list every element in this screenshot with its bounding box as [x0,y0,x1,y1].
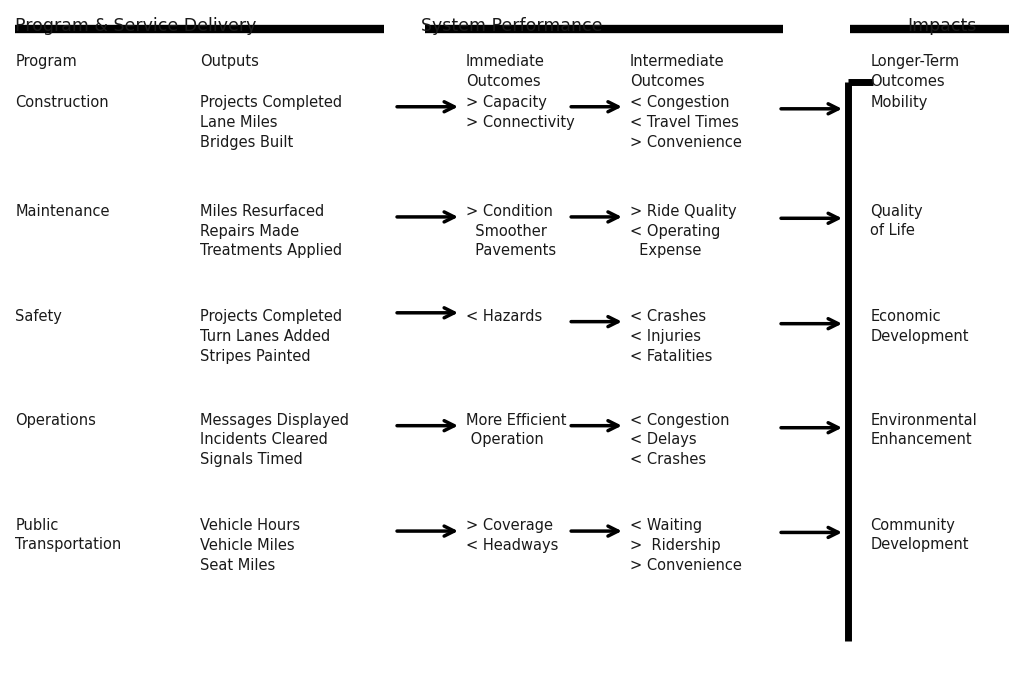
Text: Operations: Operations [15,413,96,428]
Text: Intermediate
Outcomes: Intermediate Outcomes [630,54,724,88]
Text: > Condition: > Condition [466,204,553,219]
Text: Program & Service Delivery: Program & Service Delivery [15,17,257,35]
Text: < Injuries: < Injuries [630,329,700,344]
Text: Expense: Expense [630,243,701,258]
Text: < Fatalities: < Fatalities [630,349,712,364]
Text: Projects Completed: Projects Completed [200,309,342,324]
Text: Turn Lanes Added: Turn Lanes Added [200,329,330,344]
Text: Vehicle Hours: Vehicle Hours [200,518,300,533]
Text: < Waiting: < Waiting [630,518,701,533]
Text: > Connectivity: > Connectivity [466,115,574,130]
Text: Operation: Operation [466,432,544,447]
Text: Safety: Safety [15,309,62,324]
Text: Mobility: Mobility [870,95,928,110]
Text: Vehicle Miles: Vehicle Miles [200,538,294,553]
Text: Public
Transportation: Public Transportation [15,518,122,551]
Text: < Delays: < Delays [630,432,696,447]
Text: Construction: Construction [15,95,109,110]
Text: Signals Timed: Signals Timed [200,452,302,467]
Text: Projects Completed: Projects Completed [200,95,342,110]
Text: Stripes Painted: Stripes Painted [200,349,310,364]
Text: Economic
Development: Economic Development [870,309,969,343]
Text: Immediate
Outcomes: Immediate Outcomes [466,54,545,88]
Text: > Ride Quality: > Ride Quality [630,204,736,219]
Text: Bridges Built: Bridges Built [200,135,293,150]
Text: > Convenience: > Convenience [630,135,741,150]
Text: Outputs: Outputs [200,54,258,69]
Text: Maintenance: Maintenance [15,204,110,219]
Text: Longer-Term
Outcomes: Longer-Term Outcomes [870,54,959,88]
Text: < Headways: < Headways [466,538,558,553]
Text: Smoother: Smoother [466,224,547,239]
Text: Seat Miles: Seat Miles [200,558,274,573]
Text: Repairs Made: Repairs Made [200,224,299,239]
Text: < Congestion: < Congestion [630,95,729,110]
Text: < Hazards: < Hazards [466,309,542,324]
Text: Incidents Cleared: Incidents Cleared [200,432,328,447]
Text: < Operating: < Operating [630,224,720,239]
Text: More Efficient: More Efficient [466,413,566,428]
Text: > Coverage: > Coverage [466,518,553,533]
Text: Messages Displayed: Messages Displayed [200,413,349,428]
Text: > Convenience: > Convenience [630,558,741,573]
Text: Community
Development: Community Development [870,518,969,552]
Text: Impacts: Impacts [907,17,977,35]
Text: Lane Miles: Lane Miles [200,115,278,130]
Text: Quality
of Life: Quality of Life [870,204,923,238]
Text: Miles Resurfaced: Miles Resurfaced [200,204,324,219]
Text: < Congestion: < Congestion [630,413,729,428]
Text: < Crashes: < Crashes [630,309,706,324]
Text: > Capacity: > Capacity [466,95,547,110]
Text: Treatments Applied: Treatments Applied [200,243,342,258]
Text: Pavements: Pavements [466,243,556,258]
Text: Environmental
Enhancement: Environmental Enhancement [870,413,977,447]
Text: < Travel Times: < Travel Times [630,115,738,130]
Text: >  Ridership: > Ridership [630,538,721,553]
Text: < Crashes: < Crashes [630,452,706,467]
Text: Program: Program [15,54,77,69]
Text: System Performance: System Performance [421,17,603,35]
